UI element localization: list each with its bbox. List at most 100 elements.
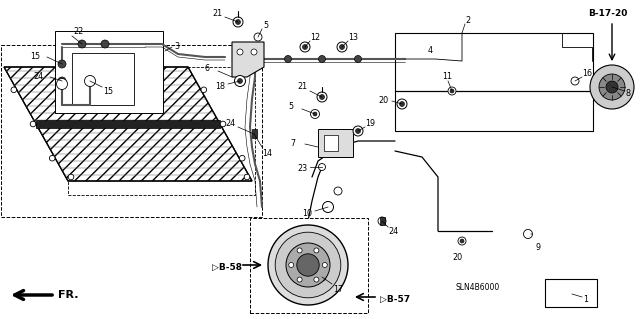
Circle shape: [317, 92, 327, 102]
Circle shape: [339, 44, 344, 49]
Circle shape: [300, 42, 310, 52]
Text: ▷B-57: ▷B-57: [380, 294, 410, 303]
Circle shape: [460, 239, 464, 243]
Circle shape: [599, 74, 625, 100]
Circle shape: [297, 254, 319, 276]
Text: 5: 5: [263, 21, 268, 31]
Circle shape: [303, 44, 307, 49]
Text: 6: 6: [205, 64, 210, 73]
Text: 24: 24: [388, 226, 398, 235]
Circle shape: [244, 174, 250, 180]
Text: 2: 2: [465, 17, 470, 26]
Bar: [250, 218, 368, 313]
Circle shape: [285, 56, 291, 63]
Bar: [72, 53, 134, 105]
Circle shape: [353, 126, 363, 136]
Text: 20: 20: [452, 253, 462, 262]
Circle shape: [318, 273, 326, 281]
Circle shape: [201, 87, 207, 93]
Circle shape: [319, 56, 326, 63]
Circle shape: [239, 155, 245, 161]
Bar: [380, 217, 385, 225]
Text: 24: 24: [33, 72, 43, 81]
Text: 14: 14: [262, 150, 272, 159]
Circle shape: [237, 78, 243, 84]
Circle shape: [101, 40, 109, 48]
Circle shape: [314, 277, 319, 282]
Circle shape: [323, 263, 327, 268]
Bar: [324, 135, 338, 151]
Text: 19: 19: [365, 120, 375, 129]
Circle shape: [56, 78, 67, 90]
Circle shape: [84, 76, 95, 86]
Bar: [395, 33, 593, 131]
Circle shape: [319, 94, 324, 100]
Text: 24: 24: [225, 120, 235, 129]
Circle shape: [268, 225, 348, 305]
Circle shape: [314, 248, 319, 253]
Text: 10: 10: [302, 210, 312, 219]
Circle shape: [355, 129, 360, 133]
Circle shape: [297, 248, 302, 253]
Circle shape: [337, 42, 347, 52]
Bar: [252, 130, 257, 138]
Circle shape: [399, 101, 404, 107]
Circle shape: [68, 174, 74, 180]
Text: 16: 16: [582, 70, 592, 78]
Text: SLN4B6000: SLN4B6000: [455, 283, 499, 292]
Circle shape: [313, 112, 317, 116]
Polygon shape: [232, 42, 264, 77]
Circle shape: [323, 202, 333, 212]
Circle shape: [233, 17, 243, 27]
Text: 20: 20: [378, 97, 388, 106]
Text: 3: 3: [174, 42, 179, 51]
Circle shape: [334, 187, 342, 195]
Text: 15: 15: [30, 53, 40, 62]
Circle shape: [254, 33, 262, 41]
Circle shape: [397, 99, 407, 109]
Circle shape: [606, 81, 618, 93]
Circle shape: [58, 77, 66, 85]
Text: 23: 23: [297, 165, 307, 174]
Text: 12: 12: [310, 33, 320, 41]
Bar: [545, 279, 597, 307]
Text: 9: 9: [535, 242, 540, 251]
Circle shape: [289, 263, 294, 268]
Circle shape: [590, 65, 634, 109]
Text: 17: 17: [333, 285, 343, 293]
Circle shape: [450, 89, 454, 93]
Circle shape: [234, 76, 246, 86]
Text: 4: 4: [428, 47, 433, 56]
Circle shape: [378, 217, 386, 225]
Text: 15: 15: [103, 86, 113, 95]
Circle shape: [310, 109, 319, 118]
Bar: [36, 120, 220, 128]
Text: FR.: FR.: [58, 290, 79, 300]
Text: 8: 8: [626, 90, 631, 99]
Text: 5: 5: [288, 102, 293, 112]
Circle shape: [30, 121, 36, 127]
Text: 21: 21: [297, 83, 307, 92]
Circle shape: [251, 49, 257, 55]
Circle shape: [78, 40, 86, 48]
Circle shape: [286, 243, 330, 287]
Circle shape: [86, 77, 94, 85]
Circle shape: [49, 155, 55, 161]
Circle shape: [11, 87, 17, 93]
Circle shape: [355, 56, 362, 63]
Text: 11: 11: [442, 72, 452, 81]
Circle shape: [236, 19, 241, 25]
Bar: [55, 31, 163, 113]
Circle shape: [58, 60, 66, 68]
Text: 21: 21: [212, 10, 222, 19]
Circle shape: [220, 121, 226, 127]
Text: B-17-20: B-17-20: [588, 10, 627, 19]
Text: 7: 7: [290, 139, 295, 149]
Circle shape: [448, 87, 456, 95]
Text: 1: 1: [583, 294, 588, 303]
Circle shape: [275, 232, 341, 298]
Circle shape: [524, 229, 532, 239]
Circle shape: [237, 49, 243, 55]
Circle shape: [319, 164, 326, 170]
Circle shape: [297, 277, 302, 282]
